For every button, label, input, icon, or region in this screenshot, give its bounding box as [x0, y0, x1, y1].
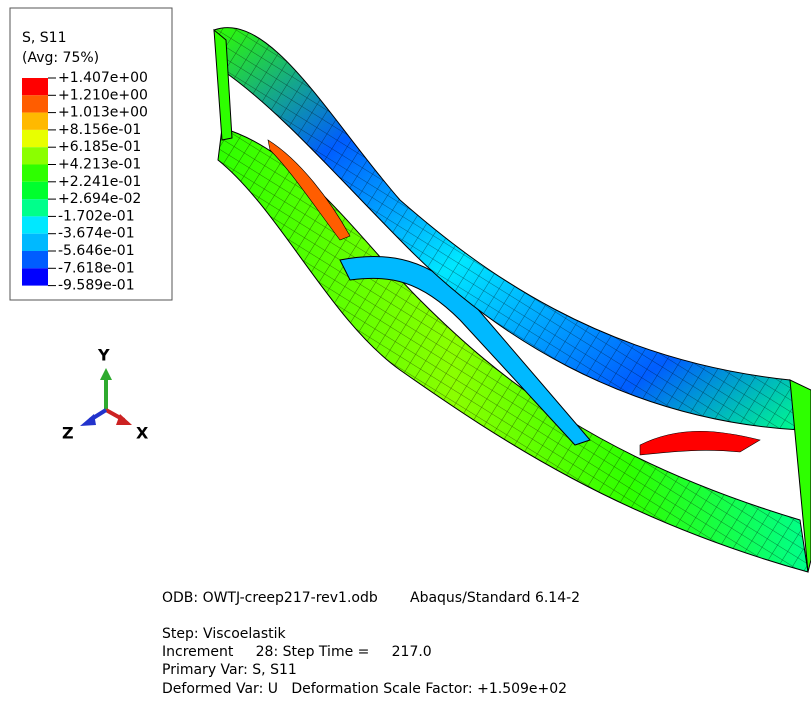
step-line: Step: Viscoelastik [162, 626, 287, 642]
solver-line: Abaqus/Standard 6.14-2 [410, 590, 580, 606]
legend-subtitle: (Avg: 75%) [22, 50, 99, 66]
legend-label: -5.646e-01 [58, 243, 135, 259]
legend-swatch [22, 268, 48, 285]
legend-swatch [22, 182, 48, 199]
legend-swatch [22, 251, 48, 268]
legend-label: -1.702e-01 [58, 208, 135, 224]
legend-swatch [22, 113, 48, 130]
legend-title: S, S11 [22, 30, 67, 46]
legend-label: -9.589e-01 [58, 278, 135, 294]
increment-line: Increment 28: Step Time = 217.0 [162, 644, 432, 660]
odb-line: ODB: OWTJ-creep217-rev1.odb [162, 590, 378, 606]
legend-label: +8.156e-01 [58, 122, 141, 138]
legend-label: +2.694e-02 [58, 191, 141, 207]
legend-swatch [22, 165, 48, 182]
legend-label: +6.185e-01 [58, 139, 141, 155]
legend-swatch [22, 130, 48, 147]
legend-swatch [22, 234, 48, 251]
axis-x-label: X [136, 424, 149, 443]
legend-label: +4.213e-01 [58, 157, 141, 173]
deformed-var-line: Deformed Var: U Deformation Scale Factor… [162, 681, 567, 697]
legend-label: -3.674e-01 [58, 226, 135, 242]
primary-var-line: Primary Var: S, S11 [162, 662, 297, 678]
model [214, 28, 811, 572]
viewport: S, S11 (Avg: 75%) +1.407e+00+1.210e+00 +1… [0, 0, 811, 702]
axis-z-label: Z [62, 424, 74, 443]
axis-y-label: Y [97, 346, 110, 365]
legend-swatch [22, 216, 48, 233]
triad: Y X Z [62, 346, 149, 443]
legend-swatch [22, 147, 48, 164]
legend-label: +1.210e+00 [58, 87, 148, 103]
legend-swatch [22, 78, 48, 95]
info-block: ODB: OWTJ-creep217-rev1.odb Abaqus/Stand… [162, 590, 580, 697]
legend-label: +2.241e-01 [58, 174, 141, 190]
page: S, S11 (Avg: 75%) +1.407e+00+1.210e+00 +1… [0, 0, 811, 702]
legend-swatch [22, 95, 48, 112]
legend-label: +1.407e+00 [58, 70, 148, 86]
legend-swatch [22, 199, 48, 216]
legend-label: -7.618e-01 [58, 260, 135, 276]
legend-label: +1.013e+00 [58, 105, 148, 121]
